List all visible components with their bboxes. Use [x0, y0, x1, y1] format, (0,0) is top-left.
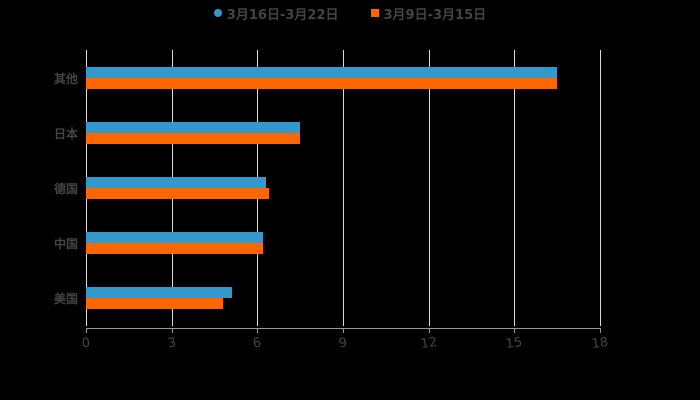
bar-series-1[interactable] — [86, 122, 301, 133]
legend-label: 3月16日-3月22日 — [226, 7, 339, 23]
category-label: 中国 — [53, 237, 78, 251]
legend-label: 3月9日-3月15日 — [383, 7, 487, 23]
x-tick-label: 18 — [590, 334, 610, 353]
bar-series-2[interactable] — [86, 243, 264, 254]
bar-series-2[interactable] — [86, 298, 224, 309]
legend-item-series-2[interactable]: 3月9日-3月15日 — [370, 4, 487, 23]
chart-legend: 3月16日-3月22日 3月9日-3月15日 — [0, 4, 700, 23]
category-label: 日本 — [53, 127, 78, 141]
axis-tick-mark — [343, 328, 344, 333]
x-tick-label: 9 — [337, 335, 349, 352]
x-tick-label: 6 — [252, 335, 263, 352]
bar-series-2[interactable] — [86, 133, 301, 144]
x-tick-label: 12 — [419, 334, 438, 353]
x-tick-label: 3 — [166, 335, 177, 352]
bar-series-2[interactable] — [86, 188, 269, 199]
legend-square-icon — [370, 9, 379, 17]
axis-tick-mark — [428, 328, 430, 333]
category-label: 德国 — [53, 182, 78, 196]
bar-series-2[interactable] — [86, 78, 558, 89]
gridline — [514, 50, 516, 326]
x-axis-line — [86, 328, 601, 329]
gridline — [600, 50, 601, 326]
bar-series-1[interactable] — [86, 287, 232, 298]
bar-series-1[interactable] — [86, 67, 558, 78]
axis-tick-mark — [171, 328, 173, 333]
axis-tick-mark — [600, 328, 601, 333]
x-tick-label: 0 — [80, 335, 92, 352]
axis-tick-mark — [86, 328, 87, 333]
category-label: 其他 — [53, 72, 78, 86]
axis-tick-mark — [514, 328, 516, 333]
legend-circle-icon — [213, 9, 222, 17]
bar-series-1[interactable] — [86, 177, 266, 188]
gridline — [428, 50, 430, 326]
legend-item-series-1[interactable]: 3月16日-3月22日 — [213, 4, 339, 23]
gridline — [343, 50, 344, 326]
x-tick-label: 15 — [505, 334, 524, 353]
category-label: 美国 — [53, 292, 78, 306]
axis-tick-mark — [257, 328, 259, 333]
bar-series-1[interactable] — [86, 232, 264, 243]
